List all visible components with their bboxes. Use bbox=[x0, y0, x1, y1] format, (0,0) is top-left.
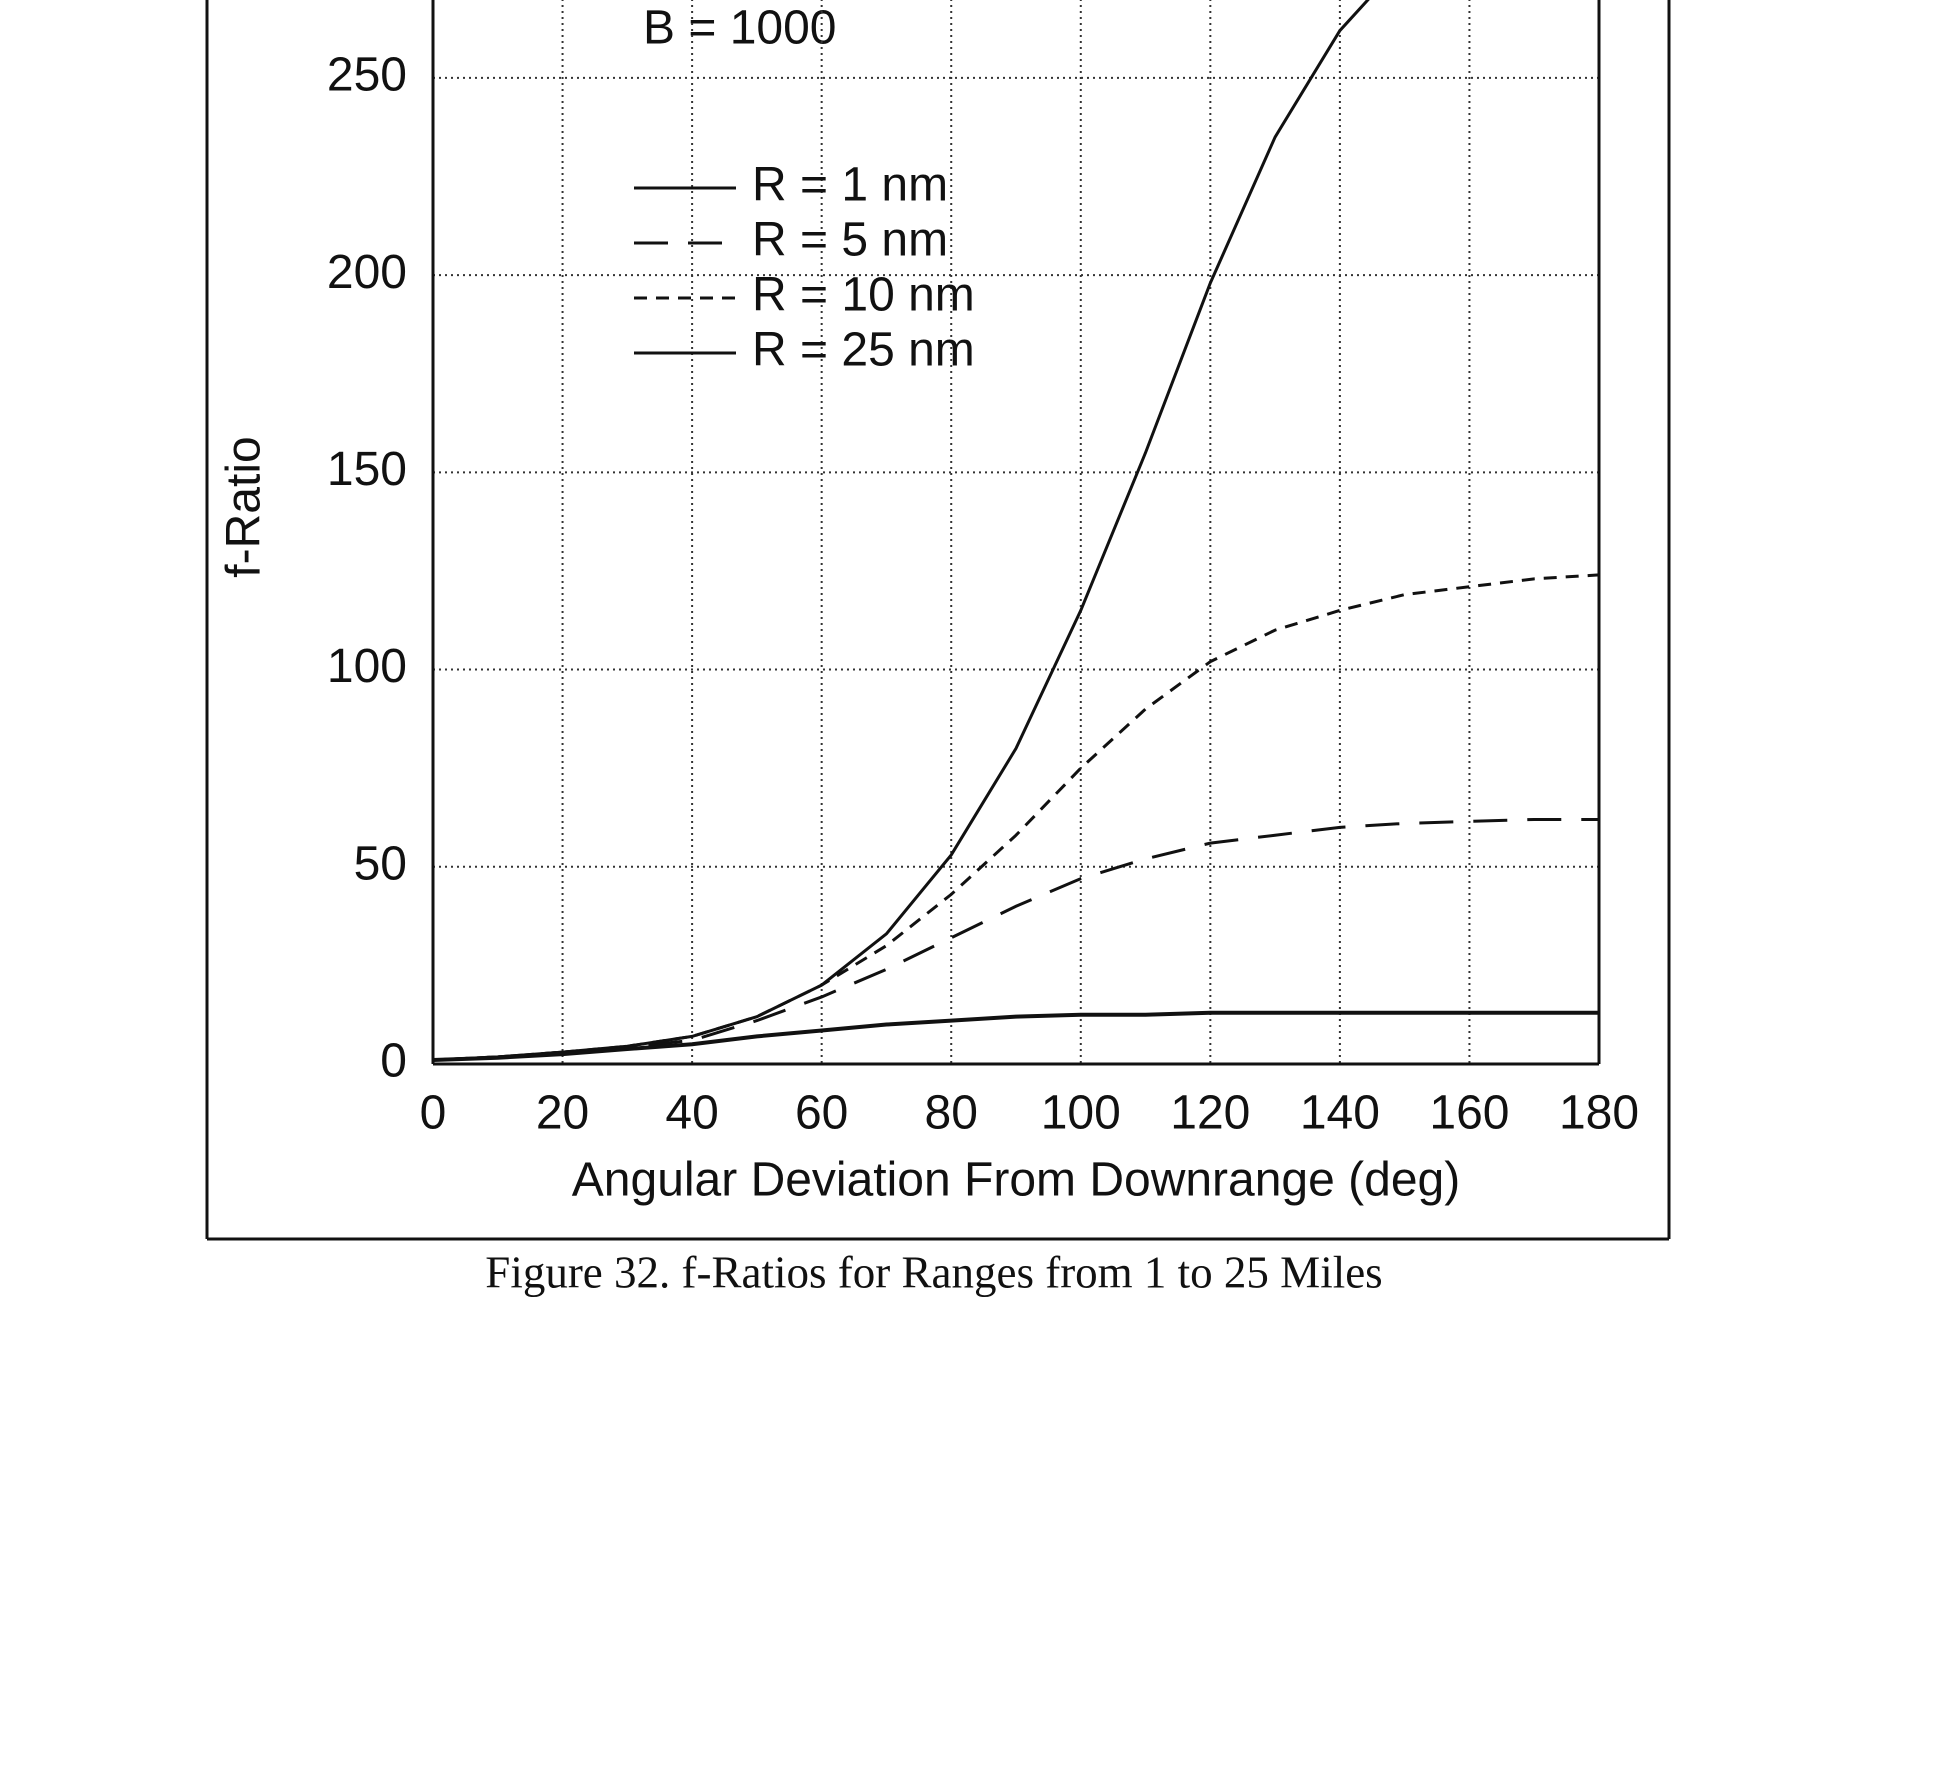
x-tick-label: 80 bbox=[925, 1087, 978, 1140]
x-tick-label: 20 bbox=[536, 1087, 589, 1140]
x-tick-label: 160 bbox=[1429, 1087, 1509, 1140]
x-axis-label: Angular Deviation From Downrange (deg) bbox=[572, 1154, 1460, 1207]
x-tick-label: 60 bbox=[795, 1087, 848, 1140]
x-tick-label: 0 bbox=[420, 1087, 447, 1140]
series-line bbox=[433, 817, 1599, 1062]
y-tick-label: 200 bbox=[327, 246, 407, 299]
x-tick-label: 140 bbox=[1300, 1087, 1380, 1140]
annotation: B = 1000 bbox=[643, 2, 837, 55]
series-line bbox=[433, 573, 1599, 1062]
y-tick-label: 150 bbox=[327, 443, 407, 496]
y-tick-label: 0 bbox=[380, 1035, 407, 1088]
y-tick-label: 250 bbox=[327, 49, 407, 102]
x-tick-label: 120 bbox=[1170, 1087, 1250, 1140]
legend-label: R = 25 nm bbox=[752, 324, 975, 377]
legend-label: R = 10 nm bbox=[752, 269, 975, 322]
legend-label: R = 5 nm bbox=[752, 214, 948, 267]
caption: Figure 32. f-Ratios for Ranges from 1 to… bbox=[485, 1247, 1382, 1297]
y-tick-label: 50 bbox=[354, 837, 407, 890]
series-line bbox=[433, 1010, 1599, 1063]
x-tick-label: 180 bbox=[1559, 1087, 1639, 1140]
x-tick-label: 100 bbox=[1041, 1087, 1121, 1140]
x-tick-label: 40 bbox=[665, 1087, 718, 1140]
y-axis-label: f-Ratio bbox=[218, 436, 271, 577]
y-tick-label: 100 bbox=[327, 640, 407, 693]
legend-label: R = 1 nm bbox=[752, 159, 948, 212]
